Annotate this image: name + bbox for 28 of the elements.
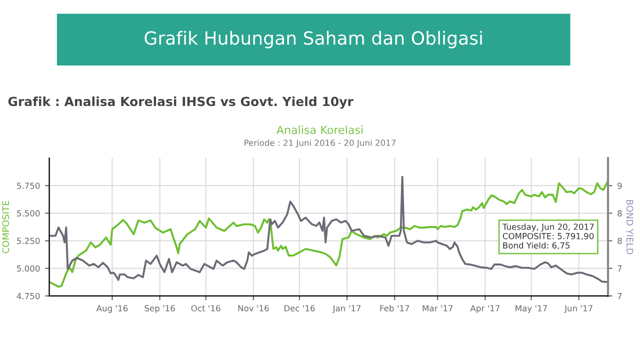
y-tick-label: 5.000 [17,265,40,272]
x-tick-label: Oct '16 [191,305,220,312]
x-tick-label: Dec '16 [284,305,315,312]
y2-tick-label: 8 [618,238,622,244]
y2-tick-label: 7 [618,265,622,272]
y-tick-label: 5.500 [17,210,40,216]
annotation: Tuesday, Jun 20, 2017 COMPOSITE: 5.791,90 Bond Yield: 6,75 [502,223,594,250]
x-tick-label: Aug '16 [96,305,128,314]
y-tick-label: 5.750 [17,182,40,189]
text: Grafik : Analisa Korelasi IHSG vs Govt. Yield 10yr [8,96,354,109]
x-tick-label: Jun '17 [564,305,592,313]
x-tick-label: Mar '17 [422,305,453,312]
x-tick-label: Feb '17 [380,304,410,312]
y-tick-label: 5.250 [17,238,40,244]
text: Grafik Hubungan Saham dan Obligasi [144,30,482,48]
x-tick-label: May '17 [516,305,547,314]
y-tick-label: 4.750 [16,292,40,300]
x-tick-label: Apr '17 [470,305,500,314]
x-tick-label: Sep '16 [144,305,175,314]
y2-tick-label: 7 [618,293,622,300]
x-tick-label: Nov '16 [238,305,269,312]
y-axis-title: COMPOSITE [2,200,10,254]
chart-subtitle: Periode : 21 Juni 2016 - 20 Juni 2017 [244,139,396,148]
y2-axis-title: BOND YIELD [626,200,634,254]
y2-tick-label: 9 [618,182,622,189]
chart-title: Analisa Korelasi [276,125,363,134]
y2-tick-label: 8 [618,210,622,216]
x-tick-label: Jan '17 [332,305,361,313]
